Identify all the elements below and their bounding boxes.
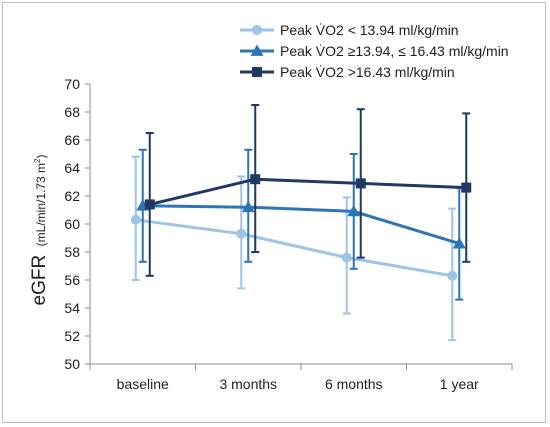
legend-label: Peak V̇O2 >16.43 ml/kg/min — [280, 64, 455, 80]
series-line — [149, 177, 467, 206]
y-tick-label: 64 — [64, 160, 80, 176]
y-tick-label: 68 — [64, 104, 80, 120]
data-point — [341, 252, 352, 263]
y-tick-label: 52 — [64, 328, 80, 344]
y-axis-title: eGFR (mL/min/1.73 m2) — [29, 155, 50, 306]
y-axis-title-unit: (mL/min/1.73 m — [34, 163, 48, 246]
y-tick-label: 62 — [64, 188, 80, 204]
data-point — [355, 178, 366, 189]
data-point — [447, 270, 458, 281]
axes: 50 52 54 56 58 60 62 64 66 68 70 baseline 3 months 6… — [64, 76, 513, 392]
x-tick-label: 3 months — [219, 376, 277, 392]
data-point — [144, 199, 155, 210]
legend: Peak V̇O2 < 13.94 ml/kg/min Peak V̇O2 ≥13… — [240, 22, 509, 80]
y-axis-title-sup: 2 — [33, 158, 42, 163]
y-tick-label: 70 — [64, 76, 80, 92]
series-triangle — [136, 148, 466, 301]
data-point — [250, 174, 261, 185]
data-point — [241, 200, 255, 213]
legend-item: Peak V̇O2 < 13.94 ml/kg/min — [240, 22, 459, 38]
y-tick-label: 58 — [64, 244, 80, 260]
data-point — [236, 228, 247, 239]
x-tick-label: baseline — [117, 376, 169, 392]
y-ticks: 50 52 54 56 58 60 62 64 66 68 70 — [64, 76, 90, 372]
x-tick-label: 1 year — [440, 376, 479, 392]
y-axis-title-text: eGFR (mL/min/1.73 m2) — [29, 155, 50, 306]
legend-item: Peak V̇O2 >16.43 ml/kg/min — [240, 64, 455, 80]
x-ticks: baseline 3 months 6 months 1 year — [89, 364, 513, 392]
series-line — [135, 218, 453, 278]
legend-label: Peak V̇O2 < 13.94 ml/kg/min — [280, 22, 459, 38]
data-point — [461, 182, 472, 193]
legend-swatch-marker — [252, 25, 262, 35]
y-tick-label: 50 — [64, 356, 80, 372]
legend-swatch-marker — [252, 67, 262, 77]
series-square — [144, 104, 472, 277]
y-axis-title-main: eGFR — [29, 255, 50, 306]
y-tick-label: 54 — [64, 300, 80, 316]
y-tick-label: 66 — [64, 132, 80, 148]
data-point — [347, 204, 361, 217]
data-point — [130, 214, 141, 225]
data-point — [452, 237, 466, 249]
legend-item: Peak V̇O2 ≥13.94, ≤ 16.43 ml/kg/min — [240, 43, 509, 59]
y-axis-title-close: ) — [34, 155, 48, 159]
plot-area — [130, 104, 472, 342]
legend-label: Peak V̇O2 ≥13.94, ≤ 16.43 ml/kg/min — [280, 43, 509, 59]
series-circle — [130, 155, 458, 342]
y-tick-label: 56 — [64, 272, 80, 288]
series-line — [142, 204, 460, 246]
x-tick-label: 6 months — [325, 376, 383, 392]
y-tick-label: 60 — [64, 216, 80, 232]
legend-swatch-marker — [250, 44, 264, 56]
